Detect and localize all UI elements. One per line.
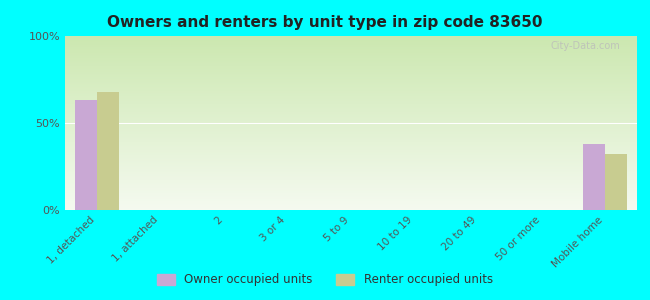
Bar xyxy=(583,144,605,210)
Legend: Owner occupied units, Renter occupied units: Owner occupied units, Renter occupied un… xyxy=(153,269,497,291)
Bar xyxy=(605,154,627,210)
Text: City-Data.com: City-Data.com xyxy=(550,41,620,51)
Bar xyxy=(97,92,119,210)
Bar xyxy=(75,100,97,210)
Text: Owners and renters by unit type in zip code 83650: Owners and renters by unit type in zip c… xyxy=(107,15,543,30)
